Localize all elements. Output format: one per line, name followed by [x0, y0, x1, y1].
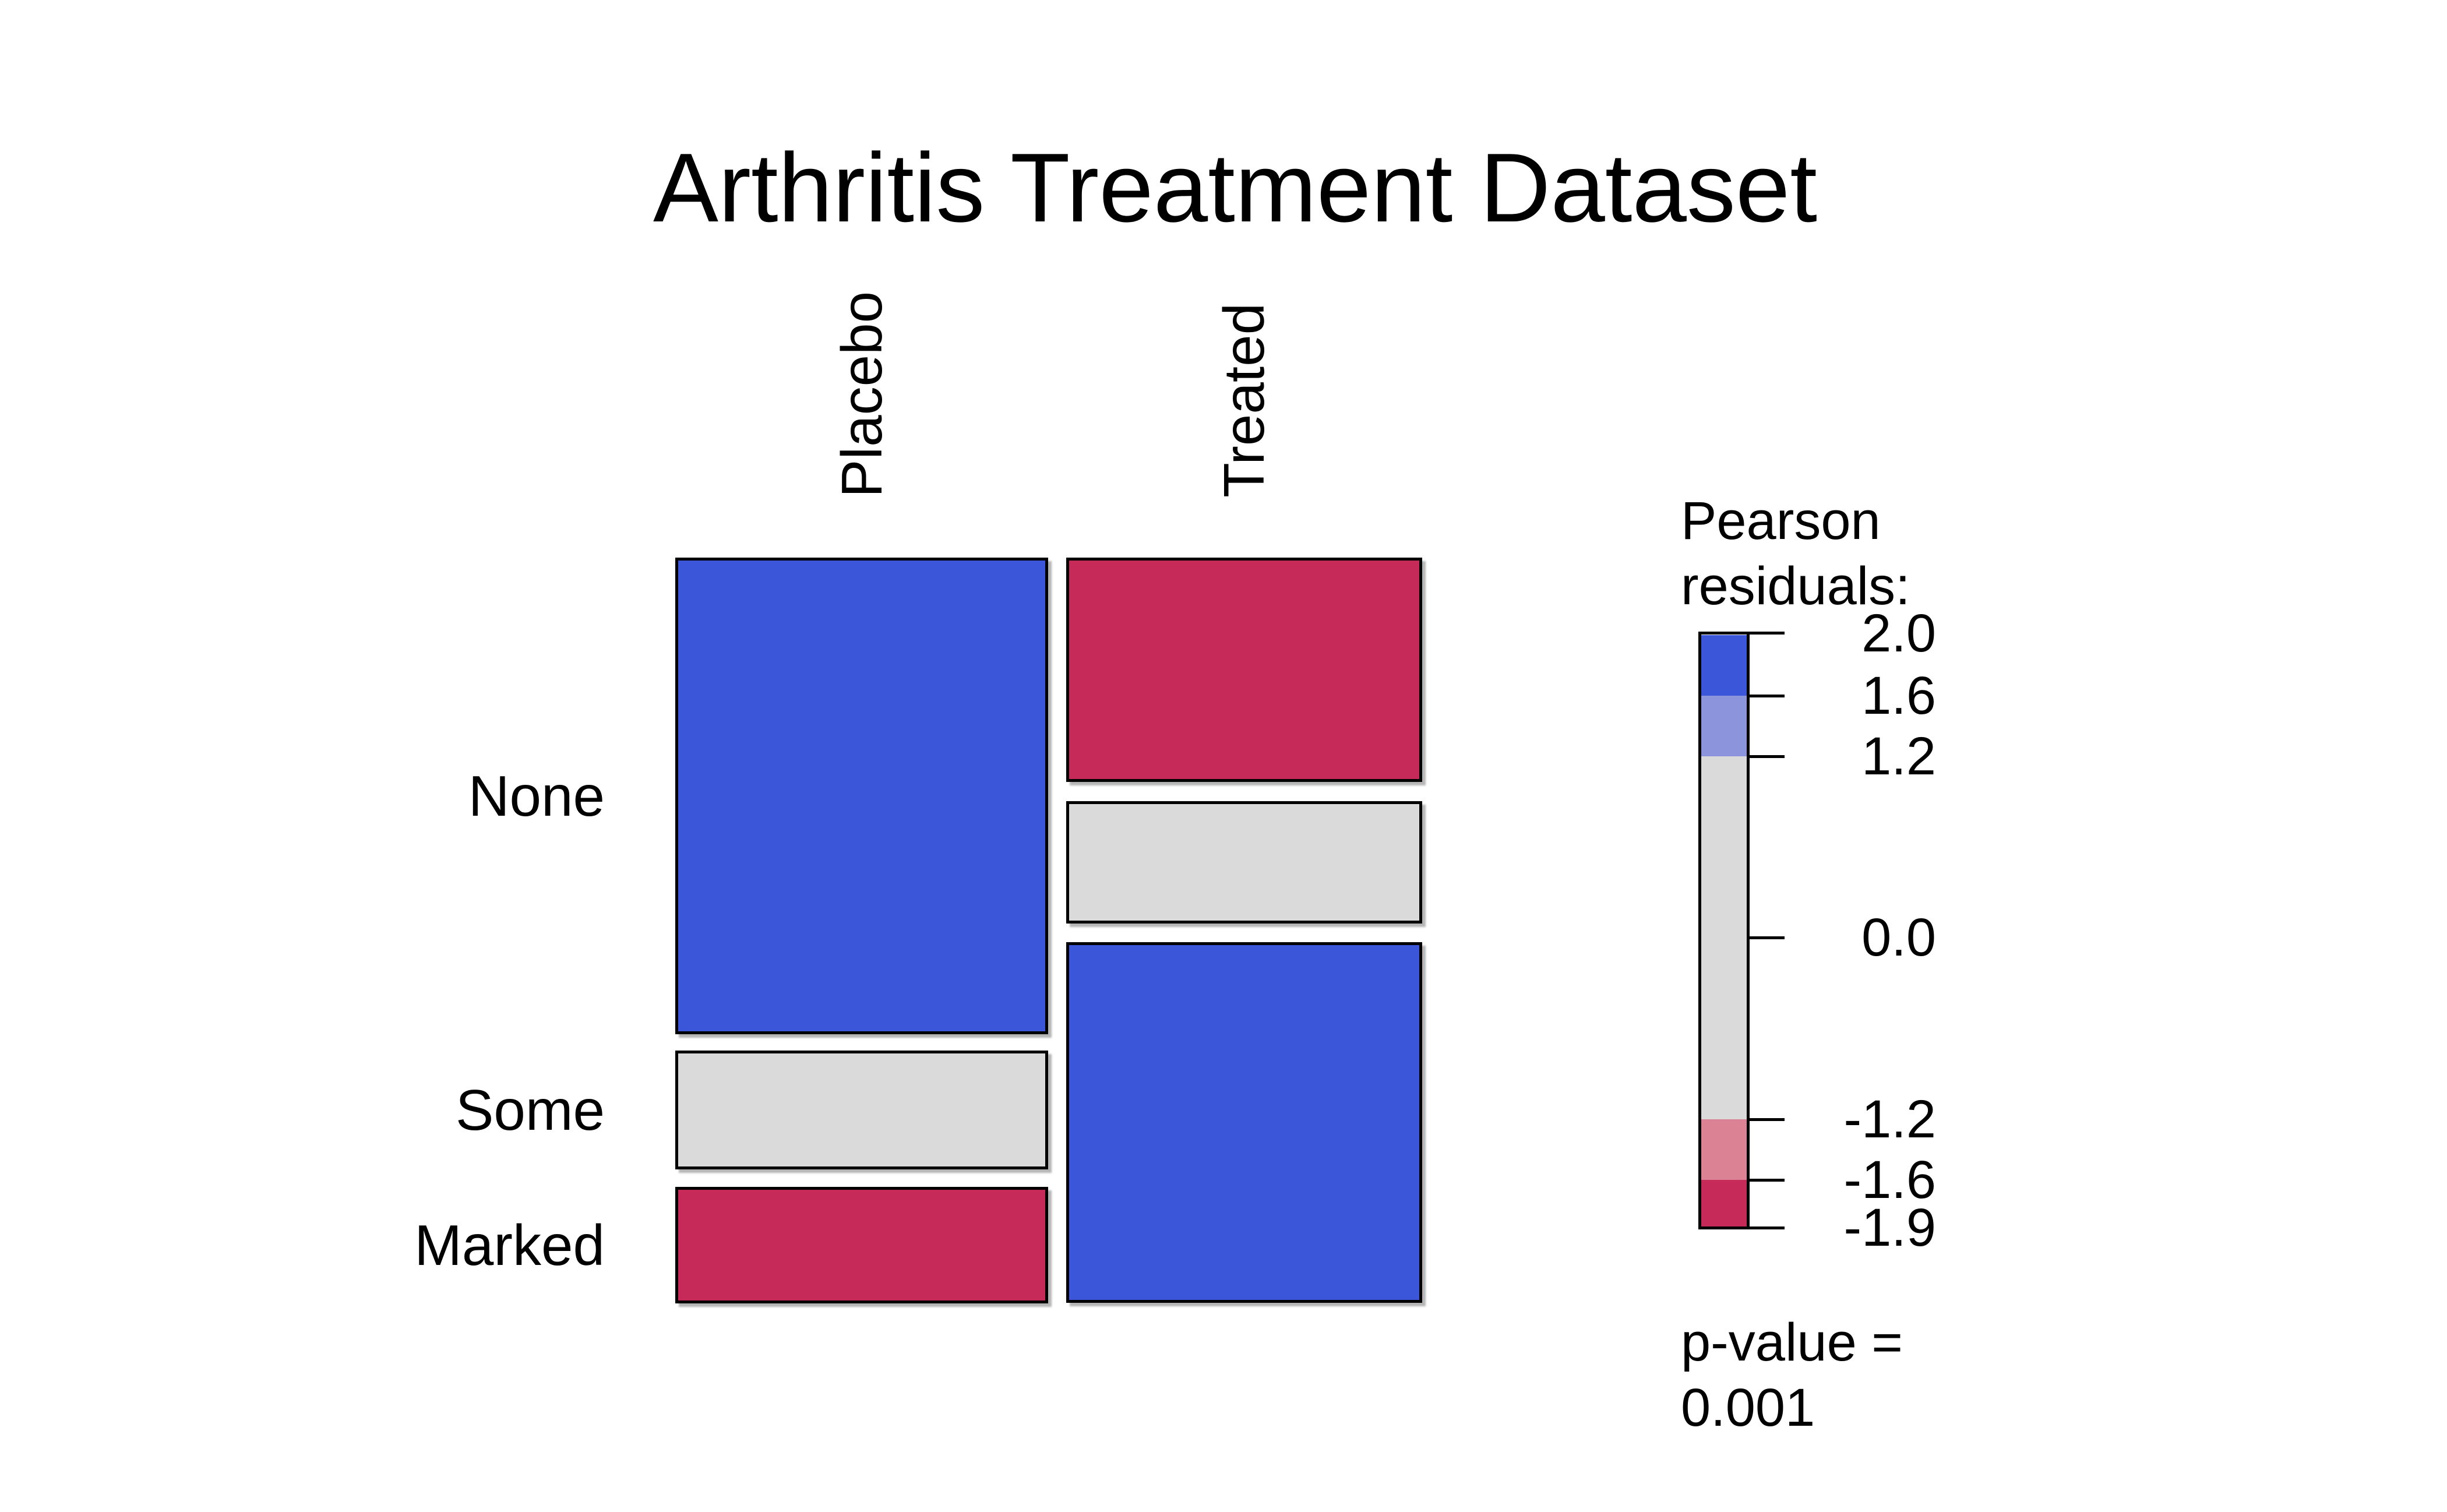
legend-tick--1.9: [1698, 1226, 1785, 1229]
row-label-marked: Marked: [414, 1213, 605, 1277]
tile-placebo-none: [675, 558, 1048, 1034]
legend-tick-label: -1.9: [1843, 1198, 1936, 1257]
legend-segment-strong-negative: [1701, 1180, 1747, 1226]
tile-treated-some: [1066, 801, 1422, 924]
legend-tick-label: 2.0: [1861, 604, 1936, 663]
legend-tick-1.2: [1747, 755, 1785, 758]
page-title: Arthritis Treatment Dataset: [653, 133, 1818, 242]
tile-placebo-marked: [675, 1187, 1048, 1303]
legend-tick--1.6: [1747, 1179, 1785, 1182]
legend-tick-2.0: [1698, 632, 1785, 635]
legend-axis-line: [1747, 632, 1750, 1229]
legend-tick--1.2: [1747, 1118, 1785, 1121]
tile-treated-marked: [1066, 942, 1422, 1303]
legend-tick-label: -1.2: [1843, 1090, 1936, 1149]
legend-segment-weak-negative: [1701, 1119, 1747, 1180]
legend-tick-label: -1.6: [1843, 1150, 1936, 1210]
legend-bar-left-border: [1698, 632, 1701, 1229]
legend-tick-label: 1.2: [1861, 727, 1936, 786]
tile-treated-none: [1066, 558, 1422, 782]
tile-placebo-some: [675, 1051, 1048, 1169]
legend-segment-neutral: [1701, 756, 1747, 1119]
row-label-none: None: [468, 764, 605, 828]
legend-title: Pearson residuals:: [1681, 491, 1910, 616]
p-value-label: p-value = 0.001: [1681, 1313, 1903, 1437]
row-label-some: Some: [455, 1078, 605, 1142]
legend-tick-0.0: [1747, 936, 1785, 939]
column-label-placebo: Placebo: [830, 291, 894, 498]
legend-segment-weak-positive: [1701, 696, 1747, 756]
legend-tick-1.6: [1747, 695, 1785, 697]
legend-tick-label: 0.0: [1861, 908, 1936, 967]
legend-segment-strong-positive: [1701, 635, 1747, 696]
column-label-treated: Treated: [1212, 302, 1276, 498]
legend-tick-label: 1.6: [1861, 666, 1936, 725]
